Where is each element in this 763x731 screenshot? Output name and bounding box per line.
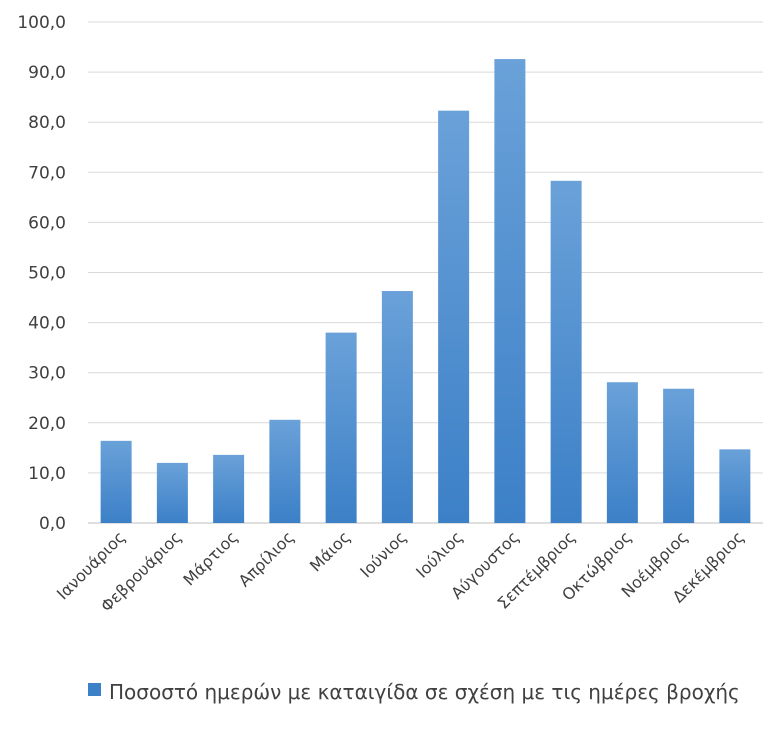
y-tick-label: 70,0 — [28, 163, 66, 183]
y-tick-label: 20,0 — [28, 414, 66, 434]
bar — [156, 462, 188, 523]
bars — [100, 59, 751, 523]
y-tick-label: 10,0 — [28, 464, 66, 484]
legend-label: Ποσοστό ημερών με καταιγίδα σε σχέση με … — [109, 680, 740, 704]
gridlines — [88, 21, 763, 524]
y-tick-label: 40,0 — [28, 314, 66, 334]
x-tick-label: Απρίλιος — [235, 527, 298, 590]
bar — [438, 110, 470, 523]
y-tick-label: 90,0 — [28, 63, 66, 83]
x-tick-label: Ιούλιος — [412, 527, 466, 581]
y-axis-ticks: 0,0 10,0 20,0 30,0 40,0 50,0 60,0 70,0 80,0 90,0 1… — [17, 13, 66, 534]
bar — [719, 449, 751, 523]
x-tick-label: Ιούνιος — [356, 527, 410, 581]
legend: Ποσοστό ημερών με καταιγίδα σε σχέση με … — [88, 677, 748, 707]
y-tick-label: 80,0 — [28, 113, 66, 133]
bar — [381, 291, 413, 523]
bar — [325, 332, 357, 523]
bar — [100, 440, 132, 523]
bar — [494, 59, 526, 523]
y-tick-label: 30,0 — [28, 364, 66, 384]
y-tick-label: 100,0 — [17, 13, 66, 33]
y-tick-label: 60,0 — [28, 213, 66, 233]
bar — [269, 419, 301, 523]
x-tick-label: Μάιος — [306, 527, 354, 575]
bar — [213, 454, 245, 523]
bar — [606, 382, 638, 523]
x-tick-label: Μάρτιος — [179, 527, 241, 589]
legend-swatch — [88, 683, 101, 696]
bar — [663, 388, 695, 523]
y-tick-label: 50,0 — [28, 264, 66, 284]
y-tick-label: 0,0 — [39, 514, 66, 534]
bar — [550, 180, 582, 523]
